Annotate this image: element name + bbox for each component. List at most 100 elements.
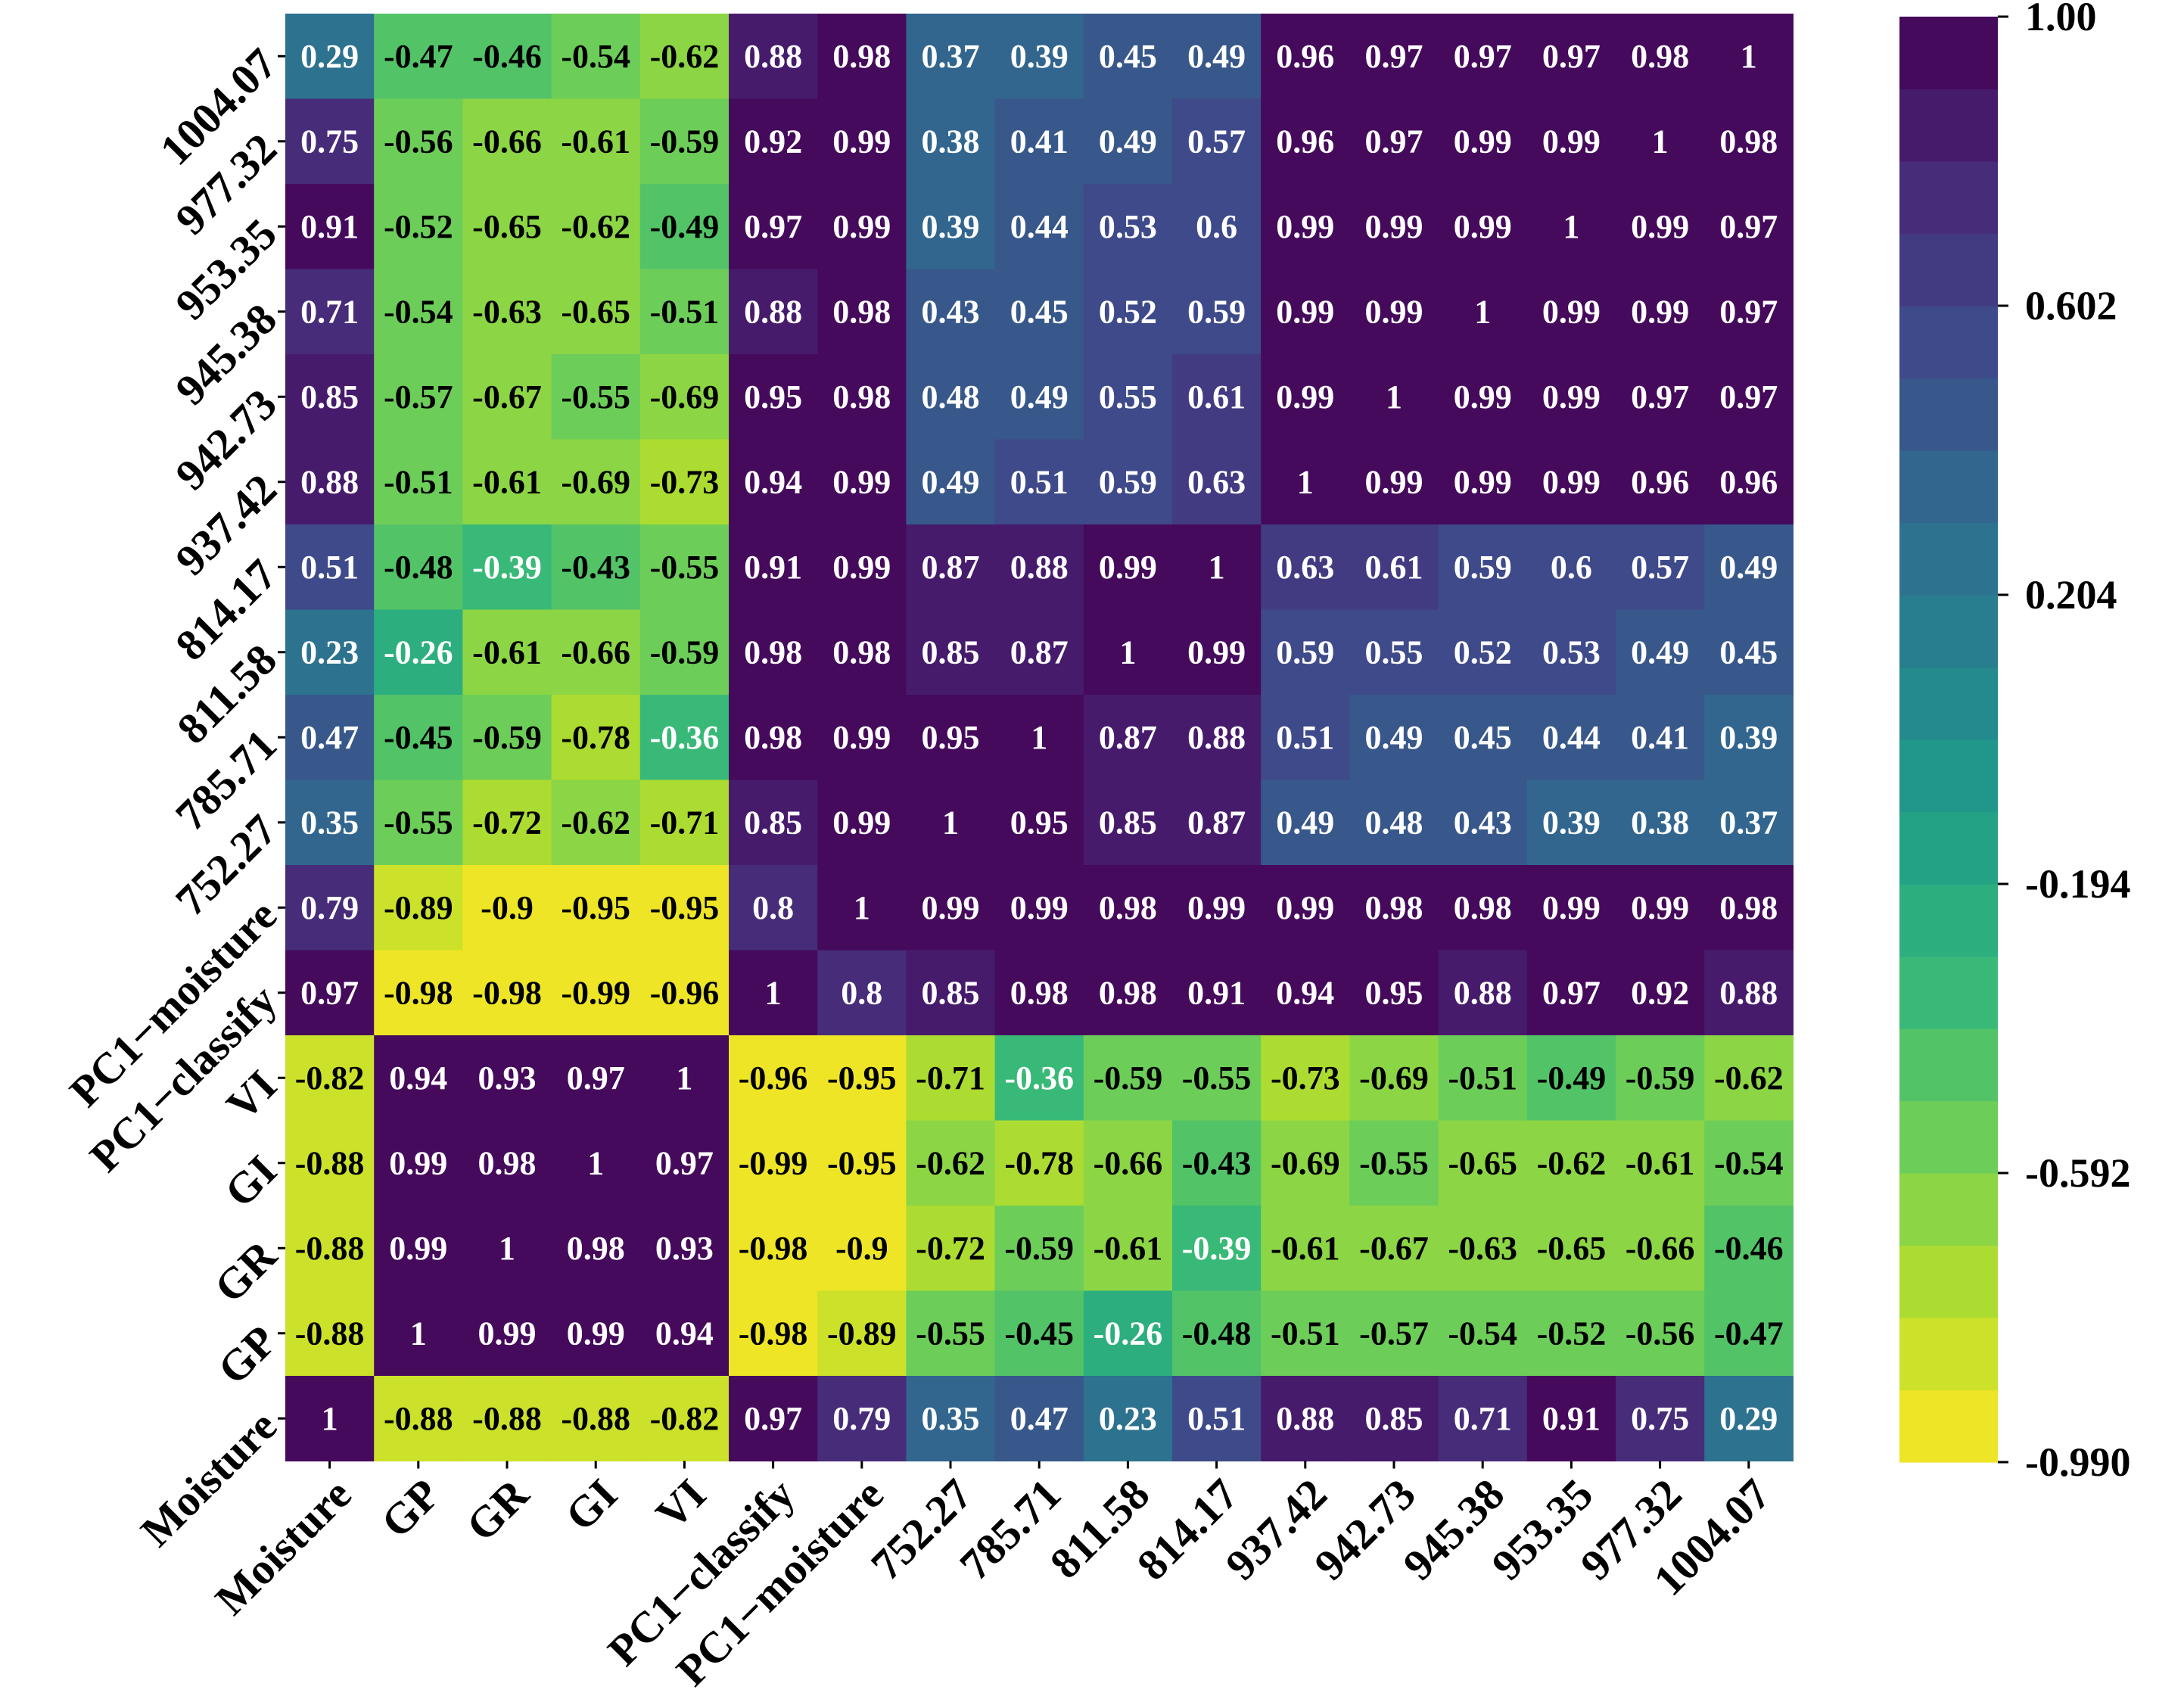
heatmap-cell (462, 779, 552, 866)
cell-value-label: -0.67 (1359, 1230, 1429, 1267)
x-axis-label: 814.17 (1128, 1470, 1248, 1590)
heatmap-cell (1083, 695, 1173, 781)
colorbar-segment (1899, 306, 1998, 379)
cell-value-label: -0.88 (561, 1400, 630, 1437)
cell-value-label: -0.69 (650, 378, 720, 415)
cell-value-label: -0.62 (650, 38, 720, 75)
cell-value-label: 0.49 (1719, 549, 1778, 586)
heatmap-cell (1172, 98, 1262, 185)
heatmap-cell (1438, 14, 1528, 100)
heatmap-cell (1349, 184, 1439, 270)
cell-value-label: 0.45 (1010, 293, 1069, 330)
heatmap-cell (729, 1035, 818, 1122)
colorbar-tick-label: -0.990 (2025, 1439, 2130, 1485)
heatmap-cell (1172, 865, 1262, 951)
heatmap-cell (374, 1376, 463, 1462)
cell-value-label: 0.97 (1454, 38, 1512, 75)
heatmap-cell (1261, 1376, 1350, 1462)
cell-value-label: -0.54 (1714, 1144, 1784, 1181)
heatmap-cell (1616, 1120, 1705, 1206)
cell-value-label: 0.45 (1099, 38, 1157, 75)
heatmap-cell (551, 1035, 641, 1122)
heatmap-cell (1616, 269, 1705, 355)
heatmap-cell (729, 269, 818, 355)
cell-value-label: -0.89 (827, 1315, 897, 1352)
cell-value-label: 0.29 (300, 38, 359, 75)
heatmap-cell (1083, 865, 1173, 951)
cell-value-label: 0.99 (1276, 889, 1334, 926)
heatmap-cell (1083, 184, 1173, 270)
cell-value-label: 0.37 (922, 38, 980, 75)
cell-value-label: 0.95 (744, 378, 802, 415)
heatmap-cell (374, 354, 463, 440)
heatmap-cell (1616, 524, 1705, 611)
x-axis-label: GP (372, 1470, 450, 1548)
heatmap-cell (462, 354, 552, 440)
heatmap-cell (1261, 524, 1350, 611)
cell-value-label: -0.48 (384, 549, 453, 586)
heatmap-cell (1526, 865, 1616, 951)
cell-value-label: 0.38 (1631, 804, 1689, 841)
cell-value-label: 0.88 (1719, 974, 1778, 1011)
heatmap-cell (1349, 1035, 1439, 1122)
heatmap-cell (1616, 354, 1705, 440)
heatmap-cell (1083, 609, 1173, 695)
heatmap-cell (1526, 1290, 1616, 1377)
cell-value-label: 0.99 (478, 1315, 537, 1352)
heatmap-cell (462, 609, 552, 695)
heatmap-cell (1172, 269, 1262, 355)
heatmap-cell (1526, 609, 1616, 695)
heatmap-cell (639, 1290, 730, 1377)
heatmap-cell (285, 354, 375, 440)
heatmap-cell (817, 950, 907, 1036)
cell-value-label: 0.98 (1454, 889, 1512, 926)
heatmap-cell (1438, 695, 1528, 781)
heatmap-cell (994, 354, 1084, 440)
heatmap-cell (462, 950, 552, 1036)
heatmap-cell (1438, 865, 1528, 951)
cell-value-label: 0.97 (1719, 378, 1778, 415)
heatmap-cell (1261, 1290, 1350, 1377)
heatmap-cell (1172, 1035, 1262, 1122)
heatmap-cell (906, 14, 996, 100)
cell-value-label: 0.99 (1010, 889, 1069, 926)
heatmap-cell (1172, 354, 1262, 440)
cell-value-label: -0.56 (384, 123, 453, 160)
heatmap-cell (1349, 609, 1439, 695)
heatmap-cell (1261, 1120, 1350, 1206)
heatmap-cell (1526, 524, 1616, 611)
cell-value-label: 0.91 (1542, 1400, 1601, 1437)
cell-value-label: -0.59 (1004, 1230, 1074, 1267)
heatmap-cell (374, 609, 463, 695)
cell-value-label: 1 (410, 1315, 427, 1352)
cell-value-label: 0.79 (300, 889, 359, 926)
heatmap-cell (1172, 609, 1262, 695)
cell-value-label: 0.29 (1719, 1400, 1778, 1437)
heatmap-cell (1261, 950, 1350, 1036)
heatmap-cell (817, 1206, 907, 1292)
cell-value-label: -0.54 (384, 293, 453, 330)
cell-value-label: 0.85 (1365, 1400, 1423, 1437)
heatmap-cell (1261, 98, 1350, 185)
colorbar-segment (1899, 1318, 1998, 1391)
cell-value-label: -0.78 (561, 719, 630, 756)
cell-value-label: -0.62 (561, 804, 630, 841)
cell-value-label: 0.88 (1276, 1400, 1334, 1437)
cell-value-label: -0.98 (472, 974, 542, 1011)
cell-value-label: -0.39 (1182, 1230, 1252, 1267)
heatmap-cell (1349, 1290, 1439, 1377)
heatmap-cell (1349, 524, 1439, 611)
cell-value-label: -0.47 (1714, 1315, 1784, 1352)
cell-value-label: -0.61 (472, 633, 542, 671)
heatmap-cell (994, 1035, 1084, 1122)
cell-value-label: 0.79 (832, 1400, 891, 1437)
heatmap-cell (729, 98, 818, 185)
heatmap-cell (462, 269, 552, 355)
cell-value-label: 0.47 (1010, 1400, 1069, 1437)
cell-value-label: 0.61 (1187, 378, 1246, 415)
cell-value-label: 0.59 (1454, 549, 1512, 586)
cell-value-label: 0.99 (389, 1230, 447, 1267)
heatmap-cell (729, 1206, 818, 1292)
y-axis-labels: 1004.07977.32953.35945.38942.73937.42814… (60, 39, 286, 1556)
heatmap-cell (551, 439, 641, 525)
